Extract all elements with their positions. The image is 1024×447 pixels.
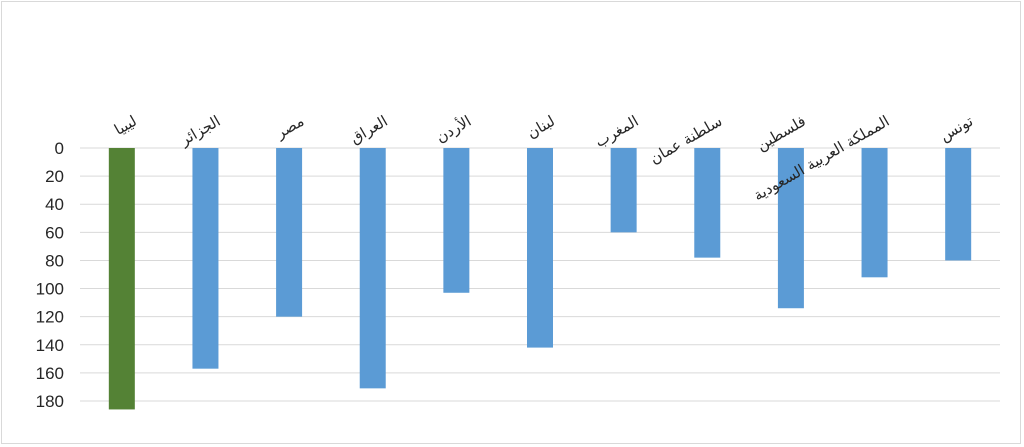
category-label: الأردن xyxy=(432,111,474,146)
category-label: مصر xyxy=(272,112,307,143)
y-tick-label: 160 xyxy=(36,364,64,383)
bar xyxy=(359,148,386,389)
y-tick-label: 120 xyxy=(36,308,64,327)
bar xyxy=(108,148,135,410)
category-label: المغرب xyxy=(592,112,642,151)
y-tick-label: 140 xyxy=(36,336,64,355)
y-tick-label: 20 xyxy=(45,167,64,186)
bar xyxy=(276,148,303,317)
category-label: لبنان xyxy=(524,112,558,142)
bar xyxy=(777,148,804,309)
y-tick-label: 40 xyxy=(45,195,64,214)
category-label: العراق xyxy=(347,112,391,148)
category-label: تونس xyxy=(937,112,977,145)
y-tick-label: 0 xyxy=(55,139,64,158)
category-label: الجزائر xyxy=(176,112,223,150)
category-label: ليبيا xyxy=(111,112,140,139)
y-tick-label: 60 xyxy=(45,223,64,242)
y-tick-label: 100 xyxy=(36,280,64,299)
y-tick-label: 180 xyxy=(36,392,64,411)
bar xyxy=(861,148,888,278)
bar xyxy=(694,148,721,258)
bar xyxy=(610,148,637,233)
bar xyxy=(945,148,972,261)
bar xyxy=(192,148,219,369)
bar xyxy=(527,148,553,348)
y-tick-label: 80 xyxy=(45,251,64,270)
bar xyxy=(443,148,470,293)
